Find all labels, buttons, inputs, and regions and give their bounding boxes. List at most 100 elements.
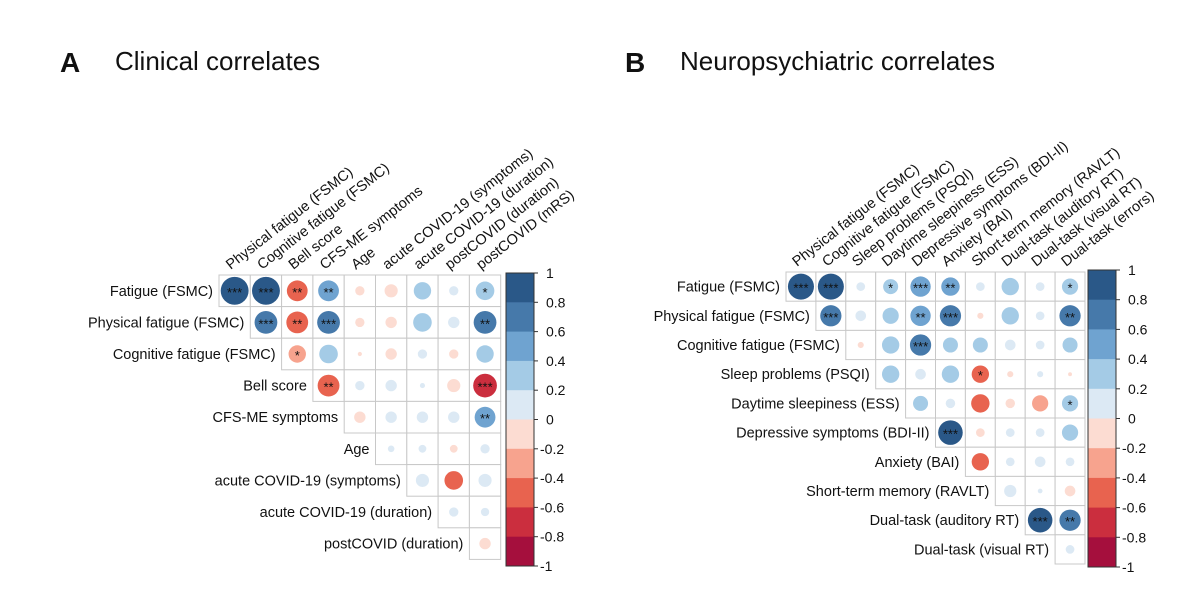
correlation-circle xyxy=(1037,488,1043,494)
correlation-circle xyxy=(857,341,864,349)
correlation-circle xyxy=(318,280,339,302)
correlation-circle xyxy=(1059,509,1081,531)
colorbar-tick-label: -1 xyxy=(540,558,553,574)
correlation-circle xyxy=(1004,484,1017,498)
colorbar-tick-label: 0.4 xyxy=(1128,351,1148,367)
panel-a-title: Clinical correlates xyxy=(115,46,320,76)
colorbar-segment xyxy=(506,273,534,303)
colorbar-segment xyxy=(506,331,534,362)
correlation-circle xyxy=(355,286,365,296)
correlation-circle xyxy=(939,305,962,327)
panel-b: B Neuropsychiatric correlates Fatigue (F… xyxy=(625,46,1157,575)
matrix-cell xyxy=(1024,359,1056,390)
significance-stars: * xyxy=(295,348,300,363)
significance-stars: ** xyxy=(292,316,302,331)
colorbar-segment xyxy=(506,302,534,333)
matrix-cell xyxy=(1024,446,1056,477)
significance-stars: *** xyxy=(793,281,808,296)
colorbar-tick-label: 0.4 xyxy=(546,353,566,369)
correlation-circle xyxy=(1005,428,1015,437)
panel-b-title: Neuropsychiatric correlates xyxy=(680,46,995,76)
row-label: Cognitive fatigue (FSMC) xyxy=(677,338,840,354)
row-label: Physical fatigue (FSMC) xyxy=(88,315,244,331)
correlation-circle xyxy=(474,406,496,428)
colorbar-tick-label: 0.8 xyxy=(1128,292,1148,308)
colorbar-tick-label: -0.4 xyxy=(540,470,564,486)
correlation-circle xyxy=(319,344,338,364)
colorbar-segment xyxy=(1088,270,1116,301)
correlation-circle xyxy=(480,444,490,454)
significance-stars: *** xyxy=(477,380,492,395)
correlation-circle xyxy=(820,305,842,327)
colorbar-tick-label: 1 xyxy=(1128,262,1136,278)
correlation-circle xyxy=(449,349,459,359)
colorbar-segment xyxy=(1088,329,1116,360)
colorbar-tick-label: -1 xyxy=(1122,559,1135,575)
panel-a: A Clinical correlates Fatigue (FSMC) *** *… xyxy=(60,46,577,574)
correlation-circle xyxy=(355,380,365,391)
row-label: Fatigue (FSMC) xyxy=(110,284,213,300)
correlation-circle xyxy=(945,398,956,409)
correlation-circle xyxy=(1037,371,1044,378)
correlation-circle xyxy=(385,411,397,423)
correlation-circle xyxy=(855,310,867,322)
significance-stars: * xyxy=(978,368,983,383)
colorbar-tick-label: -0.2 xyxy=(540,441,564,457)
panel-a-matrix: Fatigue (FSMC) *** *** ** ** *Physical fatigu… xyxy=(88,146,578,574)
significance-stars: *** xyxy=(823,310,838,325)
colorbar-segment xyxy=(1088,477,1116,509)
correlation-circle xyxy=(447,379,461,393)
correlation-circle xyxy=(1065,457,1075,467)
correlation-circle xyxy=(1035,340,1045,350)
colorbar-segment xyxy=(506,360,534,391)
significance-stars: *** xyxy=(943,310,958,325)
correlation-circle xyxy=(448,411,460,423)
correlation-circle xyxy=(1059,305,1081,327)
correlation-circle xyxy=(473,373,497,398)
correlation-circle xyxy=(882,307,899,324)
correlation-circle xyxy=(1005,457,1015,467)
significance-stars: ** xyxy=(480,316,490,331)
correlation-circle xyxy=(384,284,398,298)
row-label: CFS-ME symptoms xyxy=(213,410,339,426)
colorbar-segment xyxy=(506,390,534,420)
correlation-circle xyxy=(972,337,988,353)
colorbar-segment xyxy=(1088,359,1116,390)
colorbar-segment xyxy=(506,419,534,450)
correlation-circle xyxy=(883,279,899,295)
matrix-cell xyxy=(406,274,439,308)
correlation-circle xyxy=(881,336,900,354)
correlation-circle xyxy=(1001,307,1019,325)
correlation-circle xyxy=(355,317,365,328)
correlation-circle xyxy=(1064,485,1076,497)
correlation-circle xyxy=(1007,371,1014,378)
colorbar-tick-label: -0.6 xyxy=(1122,500,1146,516)
correlation-circle xyxy=(254,311,278,334)
row-label: Daytime sleepiness (ESS) xyxy=(731,396,899,412)
correlation-circle xyxy=(419,383,425,389)
colorbar-segment xyxy=(1088,507,1116,538)
row-label: Dual-task (auditory RT) xyxy=(870,513,1020,529)
panel-b-matrix: Fatigue (FSMC) *** *** * *** ** *Physical fati… xyxy=(654,138,1158,575)
correlation-circle xyxy=(1034,456,1046,468)
significance-stars: ** xyxy=(292,285,302,300)
colorbar-segment xyxy=(1088,388,1116,419)
panel-a-letter: A xyxy=(60,47,80,78)
matrix-cell xyxy=(468,337,502,371)
correlation-circle xyxy=(1035,311,1045,321)
correlation-circle xyxy=(357,351,362,357)
correlation-circle xyxy=(1027,507,1053,533)
correlation-circle xyxy=(413,313,432,332)
colorbar-segment xyxy=(1088,299,1116,330)
significance-stars: *** xyxy=(321,316,336,331)
correlation-circle xyxy=(1068,372,1072,377)
significance-stars: *** xyxy=(1033,514,1048,529)
significance-stars: ** xyxy=(1065,310,1075,325)
correlation-circle xyxy=(444,471,464,490)
significance-stars: ** xyxy=(945,281,955,296)
significance-stars: ** xyxy=(1065,514,1075,529)
significance-stars: *** xyxy=(258,316,273,331)
colorbar-tick-label: 0 xyxy=(546,412,554,428)
correlation-circle xyxy=(415,473,430,487)
